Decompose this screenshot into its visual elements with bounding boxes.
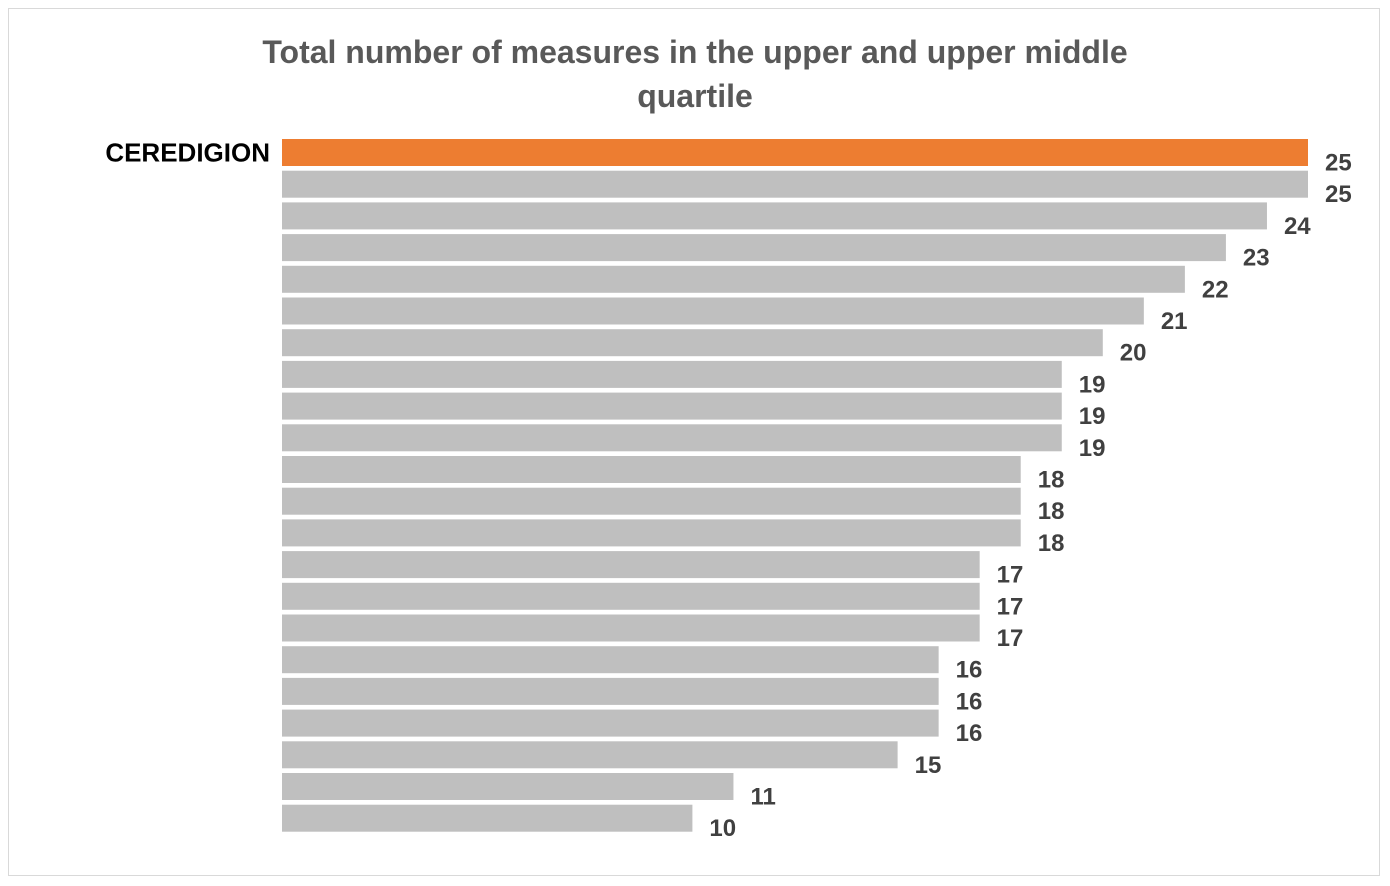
bar — [282, 329, 1103, 357]
bar — [282, 551, 980, 579]
bar — [282, 614, 980, 642]
data-label: 17 — [997, 593, 1024, 620]
data-label: 18 — [1038, 530, 1065, 557]
data-label: 16 — [956, 720, 983, 747]
bar — [282, 646, 939, 674]
data-label: 18 — [1038, 498, 1065, 525]
data-label: 17 — [997, 625, 1024, 652]
bar — [282, 202, 1267, 230]
bar — [282, 709, 939, 737]
data-label: 19 — [1079, 371, 1106, 398]
bar — [282, 360, 1062, 388]
data-label: 25 — [1325, 181, 1352, 208]
data-label: 25 — [1325, 150, 1352, 177]
data-label: 18 — [1038, 467, 1065, 494]
bar — [282, 773, 734, 800]
data-label: 17 — [997, 562, 1024, 589]
data-label: 21 — [1161, 308, 1188, 335]
bar — [282, 392, 1062, 420]
bar — [282, 804, 693, 832]
data-label: 20 — [1120, 340, 1147, 367]
bar — [282, 519, 1021, 547]
bar — [282, 456, 1021, 483]
data-label: 19 — [1079, 403, 1106, 430]
bar-highlight — [282, 139, 1308, 166]
chart-title-line-2: quartile — [637, 78, 753, 114]
bar — [282, 170, 1308, 198]
bar — [282, 234, 1226, 262]
bar — [282, 424, 1062, 452]
bar — [282, 582, 980, 610]
chart-title-line-1: Total number of measures in the upper an… — [262, 34, 1128, 70]
bar — [282, 297, 1144, 325]
bar — [282, 487, 1021, 515]
data-label: 24 — [1284, 213, 1311, 240]
data-label: 23 — [1243, 245, 1270, 272]
category-label: CEREDIGION — [105, 138, 270, 168]
bar — [282, 265, 1185, 293]
data-label: 11 — [750, 784, 775, 811]
data-label: 22 — [1202, 276, 1229, 303]
data-label: 15 — [915, 752, 942, 779]
bar — [282, 741, 898, 769]
data-label: 19 — [1079, 435, 1106, 462]
chart-title: Total number of measures in the upper an… — [0, 30, 1390, 118]
data-label: 16 — [956, 657, 983, 684]
data-label: 10 — [709, 815, 736, 842]
data-label: 16 — [956, 688, 983, 715]
bar — [282, 677, 939, 705]
